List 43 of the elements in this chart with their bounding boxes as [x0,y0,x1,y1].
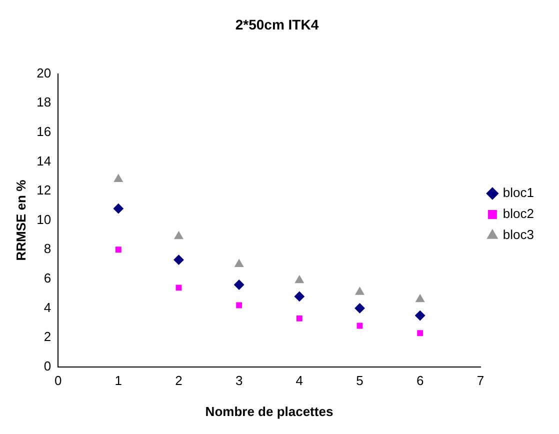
point [234,280,244,290]
point [296,315,302,322]
legend-label: bloc1 [502,185,534,200]
point [113,204,124,214]
point [355,287,364,295]
point [416,294,424,302]
point [294,291,304,302]
point [115,246,122,253]
y-axis-title: RRMSE en % [13,179,28,261]
y-tick-label: 8 [44,241,52,256]
x-tick-label: 6 [416,373,424,388]
point [114,174,123,182]
x-axis-title: Nombre de placettes [205,404,334,419]
x-tick-label: 4 [296,373,304,388]
y-tick-label: 2 [44,329,52,344]
x-tick-label: 2 [175,373,182,388]
point [415,310,426,321]
y-tick-label: 20 [36,65,52,80]
y-tick-label: 12 [36,182,52,198]
x-tick-label: 1 [114,373,122,388]
point [356,322,363,329]
y-tick-label: 4 [44,300,52,315]
x-tick-label: 0 [54,373,62,388]
point [417,330,424,336]
y-tick-label: 0 [44,358,52,374]
y-tick-label: 10 [36,212,52,227]
x-tick-label: 7 [476,373,484,388]
point [295,275,304,284]
point [236,302,242,308]
point [234,259,244,267]
y-tick-label: 6 [44,270,52,286]
point [174,231,184,240]
x-tick-label: 3 [235,373,243,388]
chart-title: 2*50cm ITK4 [235,16,319,32]
x-tick-label: 5 [356,373,364,388]
y-tick-label: 16 [36,124,52,139]
point [354,303,365,314]
point [176,284,182,291]
legend-label: bloc3 [502,227,534,242]
legend-label: bloc2 [502,206,534,222]
y-tick-label: 14 [36,153,52,168]
y-tick-label: 18 [36,94,52,110]
point [174,254,184,265]
